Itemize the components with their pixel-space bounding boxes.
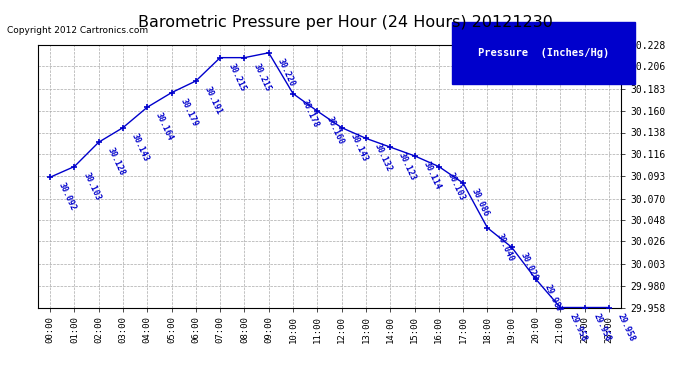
Text: Copyright 2012 Cartronics.com: Copyright 2012 Cartronics.com	[7, 26, 148, 35]
Text: 30.143: 30.143	[130, 132, 150, 163]
Text: 30.132: 30.132	[373, 142, 394, 174]
Text: 30.103: 30.103	[81, 171, 102, 202]
Text: 30.103: 30.103	[446, 171, 466, 202]
Text: 30.215: 30.215	[251, 62, 273, 93]
Text: 30.215: 30.215	[227, 62, 248, 93]
Text: 29.958: 29.958	[615, 312, 637, 343]
Text: 30.086: 30.086	[470, 187, 491, 218]
Text: 30.143: 30.143	[348, 132, 369, 163]
Text: 30.020: 30.020	[519, 251, 540, 282]
Text: 29.958: 29.958	[591, 312, 612, 343]
Text: 30.114: 30.114	[422, 160, 442, 191]
Text: 30.040: 30.040	[494, 232, 515, 263]
Text: 30.128: 30.128	[106, 146, 126, 177]
Text: 30.123: 30.123	[397, 151, 418, 182]
Text: 30.220: 30.220	[276, 57, 297, 88]
Text: 29.958: 29.958	[567, 312, 588, 343]
Text: 29.987: 29.987	[543, 284, 564, 315]
Text: 30.164: 30.164	[155, 111, 175, 142]
Text: Barometric Pressure per Hour (24 Hours) 20121230: Barometric Pressure per Hour (24 Hours) …	[137, 15, 553, 30]
Text: Pressure  (Inches/Hg): Pressure (Inches/Hg)	[478, 48, 609, 58]
Text: 30.191: 30.191	[203, 85, 224, 116]
Text: 30.178: 30.178	[300, 98, 321, 129]
Text: 30.160: 30.160	[324, 115, 345, 146]
Text: 30.092: 30.092	[57, 182, 78, 212]
Text: 30.179: 30.179	[179, 97, 199, 128]
